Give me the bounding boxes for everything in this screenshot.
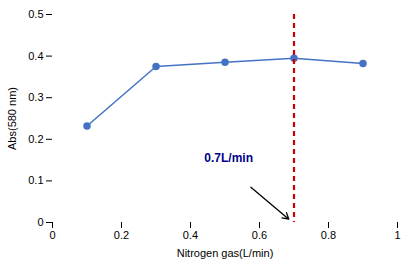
svg-text:0.3: 0.3: [28, 91, 43, 103]
svg-text:0.4: 0.4: [183, 229, 198, 241]
svg-text:0: 0: [49, 229, 55, 241]
svg-text:0.5: 0.5: [28, 8, 43, 20]
svg-text:0: 0: [37, 216, 43, 228]
svg-text:0.2: 0.2: [28, 133, 43, 145]
svg-text:0.2: 0.2: [114, 229, 129, 241]
svg-text:0.7L/min: 0.7L/min: [204, 151, 253, 165]
svg-text:0.6: 0.6: [252, 229, 267, 241]
svg-text:Nitrogen gas(L/min): Nitrogen gas(L/min): [177, 247, 274, 259]
svg-text:0.1: 0.1: [28, 174, 43, 186]
svg-text:0.8: 0.8: [321, 229, 336, 241]
svg-text:0.4: 0.4: [28, 50, 43, 62]
svg-text:1: 1: [394, 229, 400, 241]
svg-text:Abs(580 nm): Abs(580 nm): [6, 87, 18, 150]
